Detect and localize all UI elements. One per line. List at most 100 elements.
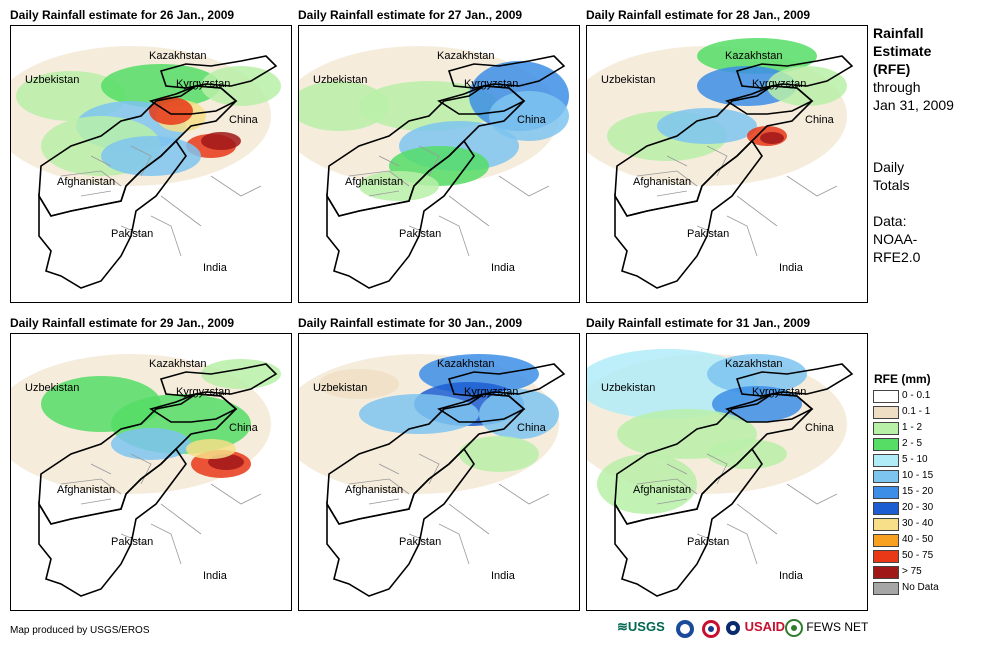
country-border — [159, 363, 278, 397]
country-label-afghanistan: Afghanistan — [345, 176, 404, 188]
side-totals: Totals — [873, 177, 910, 193]
map-canvas — [11, 354, 281, 597]
country-label-india: India — [203, 262, 227, 274]
map-canvas — [11, 46, 281, 289]
panel-title: Daily Rainfall estimate for 30 Jan., 200… — [298, 316, 523, 330]
country-label-kazakhstan: Kazakhstan — [149, 50, 207, 62]
legend-item: No Data — [873, 582, 983, 595]
country-border — [437, 85, 526, 115]
country-label-kyrgyzstan: Kyrgyzstan — [464, 386, 519, 398]
panel-title: Daily Rainfall estimate for 29 Jan., 200… — [10, 316, 235, 330]
province-boundaries — [60, 145, 262, 257]
legend-swatch — [873, 582, 899, 595]
country-label-kazakhstan: Kazakhstan — [437, 50, 495, 62]
side-caption: Rainfall Estimate (RFE) through Jan 31, … — [873, 24, 981, 266]
usgs-logo: ≋USGS — [617, 619, 665, 634]
rainfall-area — [359, 171, 439, 201]
country-label-china: China — [229, 422, 258, 434]
legend-label: 20 - 30 — [902, 502, 934, 513]
legend-item: 30 - 40 — [873, 518, 983, 531]
country-label-uzbekistan: Uzbekistan — [25, 382, 80, 394]
map-canvas — [299, 46, 569, 289]
country-label-uzbekistan: Uzbekistan — [601, 74, 656, 86]
rainfall-area — [111, 428, 191, 460]
country-label-india: India — [203, 570, 227, 582]
country-border — [326, 447, 475, 597]
dhs-seal-logo — [701, 619, 721, 642]
country-label-kyrgyzstan: Kyrgyzstan — [176, 78, 231, 90]
side-through: through — [873, 79, 921, 95]
rainfall-area — [201, 132, 241, 150]
legend-label: 30 - 40 — [902, 518, 934, 529]
legend-label: 50 - 75 — [902, 550, 934, 561]
country-border — [149, 85, 238, 115]
rainfall-map: Kazakhstan Uzbekistan Kyrgyzstan China Afgha… — [298, 25, 580, 303]
country-label-afghanistan: Afghanistan — [633, 176, 692, 188]
legend-swatch — [873, 550, 899, 563]
country-label-kyrgyzstan: Kyrgyzstan — [176, 386, 231, 398]
legend-label: 5 - 10 — [902, 454, 928, 465]
country-border — [447, 55, 566, 89]
side-data-source-2: RFE2.0 — [873, 249, 921, 265]
legend-item: 5 - 10 — [873, 454, 983, 467]
country-label-india: India — [779, 262, 803, 274]
legend-label: 10 - 15 — [902, 470, 934, 481]
legend-item: 2 - 5 — [873, 438, 983, 451]
country-label-pakistan: Pakistan — [687, 536, 730, 548]
country-border — [735, 363, 854, 397]
map-canvas — [587, 38, 854, 289]
usaid-logo: USAID — [725, 619, 785, 636]
legend-swatch — [873, 486, 899, 499]
rainfall-area — [201, 66, 281, 106]
province-boundaries — [636, 453, 838, 565]
country-border — [38, 447, 187, 597]
country-label-uzbekistan: Uzbekistan — [313, 74, 368, 86]
country-border — [38, 139, 187, 289]
country-label-afghanistan: Afghanistan — [57, 484, 116, 496]
country-border — [326, 139, 475, 289]
map-credit: Map produced by USGS/EROS — [10, 625, 150, 636]
panel-title: Daily Rainfall estimate for 31 Jan., 200… — [586, 316, 811, 330]
legend-label: 2 - 5 — [902, 438, 923, 449]
province-boundaries — [636, 145, 838, 257]
legend-item: 40 - 50 — [873, 534, 983, 547]
country-label-china: China — [805, 422, 834, 434]
rainfall-area — [201, 359, 281, 389]
rainfall-area — [697, 38, 817, 74]
rainfall-area — [359, 394, 479, 434]
country-label-pakistan: Pakistan — [687, 228, 730, 240]
country-label-pakistan: Pakistan — [399, 536, 442, 548]
legend-swatch — [873, 406, 899, 419]
legend-swatch — [873, 438, 899, 451]
country-label-pakistan: Pakistan — [111, 536, 154, 548]
rainfall-area — [186, 439, 236, 459]
legend-swatch — [873, 502, 899, 515]
country-label-uzbekistan: Uzbekistan — [601, 382, 656, 394]
side-data-label: Data: — [873, 213, 907, 229]
rainfall-area — [489, 91, 569, 141]
rainfall-area — [760, 132, 784, 144]
country-label-china: China — [517, 422, 546, 434]
legend-swatch — [873, 390, 899, 403]
panel-title: Daily Rainfall estimate for 28 Jan., 200… — [586, 8, 811, 22]
country-label-kazakhstan: Kazakhstan — [725, 50, 783, 62]
province-boundaries — [60, 453, 262, 565]
legend-item: 0.1 - 1 — [873, 406, 983, 419]
country-label-india: India — [491, 262, 515, 274]
noaa-logo — [675, 619, 695, 642]
country-label-kyrgyzstan: Kyrgyzstan — [464, 78, 519, 90]
legend-label: 40 - 50 — [902, 534, 934, 545]
country-label-india: India — [779, 570, 803, 582]
rainfall-map: Kazakhstan Uzbekistan Kyrgyzstan China Afgha… — [298, 333, 580, 611]
legend-item: 20 - 30 — [873, 502, 983, 515]
panel-title: Daily Rainfall estimate for 26 Jan., 200… — [10, 8, 235, 22]
legend-item: 10 - 15 — [873, 470, 983, 483]
map-canvas — [299, 354, 566, 597]
side-data-source-1: NOAA- — [873, 231, 918, 247]
country-label-afghanistan: Afghanistan — [633, 484, 692, 496]
map-canvas — [587, 349, 854, 597]
rainfall-area — [597, 454, 697, 514]
legend-swatch — [873, 454, 899, 467]
country-label-kazakhstan: Kazakhstan — [437, 358, 495, 370]
side-title-2: Estimate — [873, 43, 932, 59]
